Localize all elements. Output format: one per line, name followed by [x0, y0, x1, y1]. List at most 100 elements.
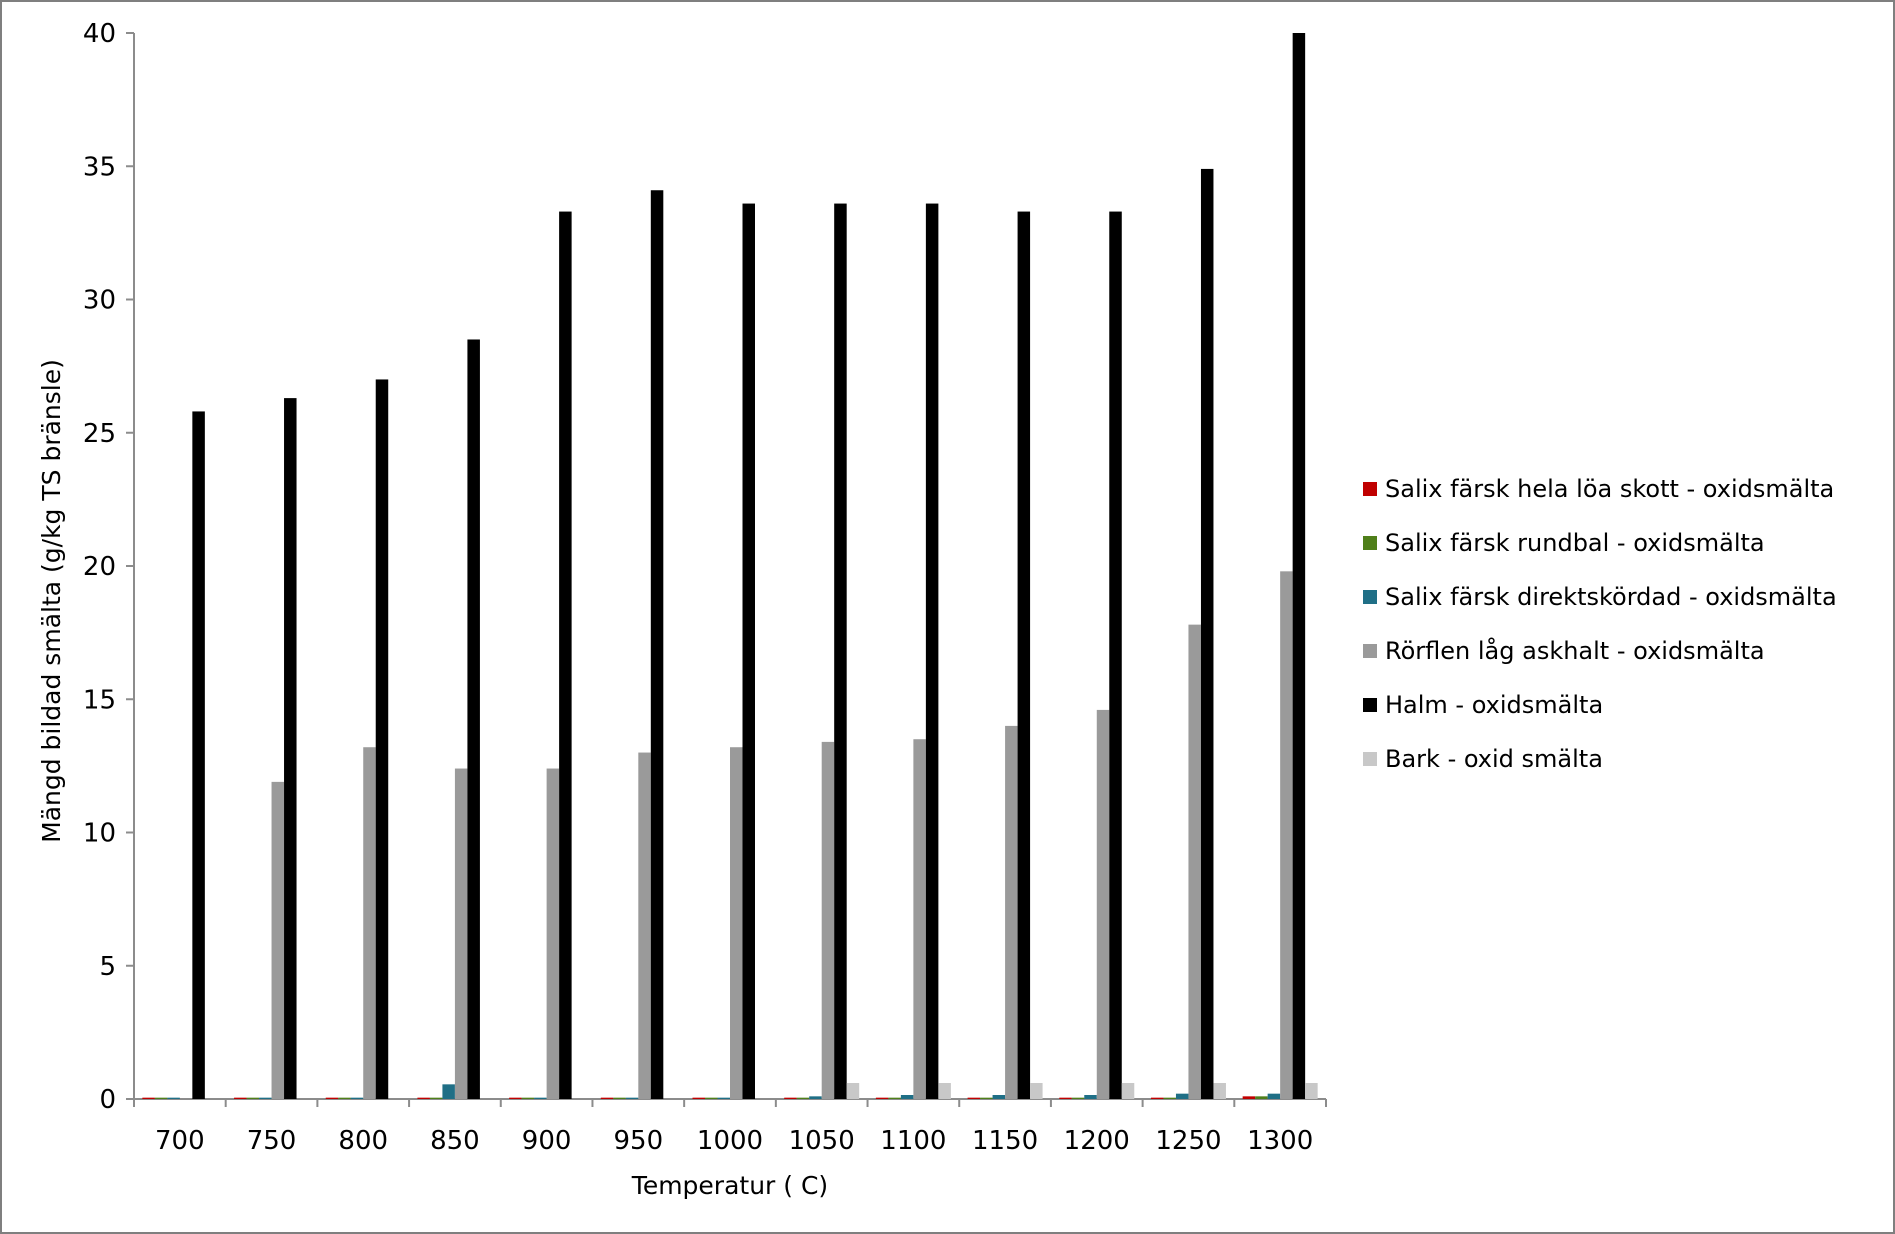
y-tick-label-30: 30: [83, 286, 116, 316]
bar-s0-1200: [1059, 1097, 1072, 1099]
bar-s1-950: [613, 1097, 626, 1099]
bar-s5-1200: [1121, 1083, 1135, 1099]
x-tick-label-1250: 1250: [1155, 1126, 1221, 1156]
x-tick-label-950: 950: [613, 1126, 663, 1156]
bar-s5-1250: [1213, 1083, 1226, 1099]
bar-s0-750: [234, 1097, 247, 1099]
bar-s4-750: [284, 398, 297, 1099]
bar-s3-1050: [821, 741, 835, 1099]
x-tick-label-750: 750: [247, 1126, 297, 1156]
bar-s2-1200: [1084, 1095, 1097, 1099]
bar-s1-1250: [1163, 1097, 1176, 1099]
bar-s2-900: [534, 1097, 547, 1099]
y-tick-label-25: 25: [83, 419, 116, 449]
bar-s1-750: [246, 1097, 260, 1099]
legend-label-5: Bark - oxid smälta: [1385, 745, 1603, 773]
bar-s2-850: [442, 1084, 455, 1099]
legend-swatch-4: [1363, 698, 1377, 712]
legend-item-1: Salix färsk rundbal - oxidsmälta: [1363, 516, 1883, 570]
x-tick-label-1300: 1300: [1247, 1126, 1313, 1156]
y-tick-label-35: 35: [83, 152, 116, 182]
bar-s5-1150: [1030, 1083, 1043, 1099]
bar-s1-1200: [1071, 1097, 1085, 1099]
bar-s3-1150: [1005, 725, 1018, 1099]
bar-s1-1000: [705, 1097, 718, 1099]
bar-s0-1300: [1242, 1096, 1256, 1099]
y-tick-label-20: 20: [83, 552, 116, 582]
y-tick-label-5: 5: [99, 952, 116, 982]
bar-s5-1100: [938, 1083, 951, 1099]
bar-s0-800: [325, 1097, 339, 1099]
bar-s0-900: [509, 1097, 522, 1099]
x-axis-title: Temperatur ( C): [631, 1171, 828, 1200]
bar-s4-900: [559, 211, 572, 1099]
bar-s0-1050: [784, 1097, 797, 1099]
bar-s4-1100: [925, 203, 939, 1099]
legend-label-1: Salix färsk rundbal - oxidsmälta: [1385, 529, 1765, 557]
bar-s2-800: [350, 1097, 364, 1099]
bar-s5-1050: [846, 1083, 860, 1099]
legend-swatch-0: [1363, 482, 1377, 496]
bar-s2-1050: [809, 1096, 822, 1099]
legend-item-2: Salix färsk direktskördad - oxidsmälta: [1363, 570, 1883, 624]
bar-s4-1150: [1017, 211, 1031, 1099]
y-tick-label-40: 40: [83, 19, 116, 49]
bar-s1-700: [154, 1097, 168, 1099]
bar-s4-1300: [1292, 33, 1306, 1099]
bar-s2-700: [167, 1097, 180, 1099]
bar-s4-1000: [742, 203, 755, 1099]
x-tick-label-1200: 1200: [1064, 1126, 1130, 1156]
bar-s0-850: [417, 1097, 430, 1099]
legend: Salix färsk hela löa skott - oxidsmälta S…: [1363, 462, 1883, 786]
bar-s4-850: [467, 339, 480, 1100]
bar-s2-1300: [1267, 1093, 1281, 1099]
legend-item-0: Salix färsk hela löa skott - oxidsmälta: [1363, 462, 1883, 516]
x-tick-label-700: 700: [155, 1126, 205, 1156]
x-tick-label-850: 850: [430, 1126, 480, 1156]
bar-s3-1250: [1188, 624, 1201, 1099]
legend-label-3: Rörflen låg askhalt - oxidsmälta: [1385, 637, 1765, 665]
bar-s3-800: [363, 747, 376, 1099]
bar-s2-1250: [1175, 1093, 1189, 1099]
x-tick-label-1100: 1100: [880, 1126, 946, 1156]
x-tick-label-900: 900: [522, 1126, 572, 1156]
bar-s3-1000: [730, 747, 743, 1099]
legend-item-3: Rörflen låg askhalt - oxidsmälta: [1363, 624, 1883, 678]
bar-s0-1100: [875, 1097, 889, 1099]
legend-label-0: Salix färsk hela löa skott - oxidsmälta: [1385, 475, 1835, 503]
bar-s0-1250: [1150, 1097, 1164, 1099]
bar-s2-1150: [992, 1095, 1006, 1099]
bar-s1-1100: [888, 1097, 901, 1099]
y-tick-label-10: 10: [83, 819, 116, 849]
plot-area: 0 5 10 15 20 25 30 35 40 700 750 800 850 900 950 1000 10…: [83, 19, 1327, 1156]
legend-label-2: Salix färsk direktskördad - oxidsmälta: [1385, 583, 1837, 611]
x-tick-label-1050: 1050: [789, 1126, 855, 1156]
bar-s2-750: [259, 1097, 272, 1099]
bar-s4-950: [650, 190, 664, 1100]
bar-s2-1000: [717, 1097, 730, 1099]
y-tick-label-0: 0: [99, 1085, 116, 1115]
legend-item-4: Halm - oxidsmälta: [1363, 678, 1883, 732]
bar-s0-1150: [967, 1097, 981, 1099]
legend-item-5: Bark - oxid smälta: [1363, 732, 1883, 786]
bar-s3-1100: [913, 739, 926, 1099]
bar-s4-1050: [834, 203, 847, 1099]
bar-s4-1200: [1109, 211, 1122, 1099]
bar-s2-1100: [900, 1095, 914, 1099]
legend-swatch-3: [1363, 644, 1377, 658]
bar-s0-950: [600, 1097, 614, 1099]
y-axis-title: Mängd bildad smälta (g/kg TS bränsle): [37, 359, 66, 843]
bar-s4-800: [375, 379, 389, 1099]
legend-swatch-1: [1363, 536, 1377, 550]
bar-s3-950: [638, 752, 651, 1099]
bar-s3-1300: [1280, 571, 1293, 1099]
bar-s3-750: [271, 781, 285, 1099]
legend-label-4: Halm - oxidsmälta: [1385, 691, 1604, 719]
bar-s1-1050: [796, 1097, 810, 1099]
bar-s5-1300: [1305, 1083, 1318, 1099]
x-tick-label-1000: 1000: [697, 1126, 763, 1156]
bar-s3-850: [454, 768, 468, 1099]
x-tick-label-800: 800: [338, 1126, 388, 1156]
